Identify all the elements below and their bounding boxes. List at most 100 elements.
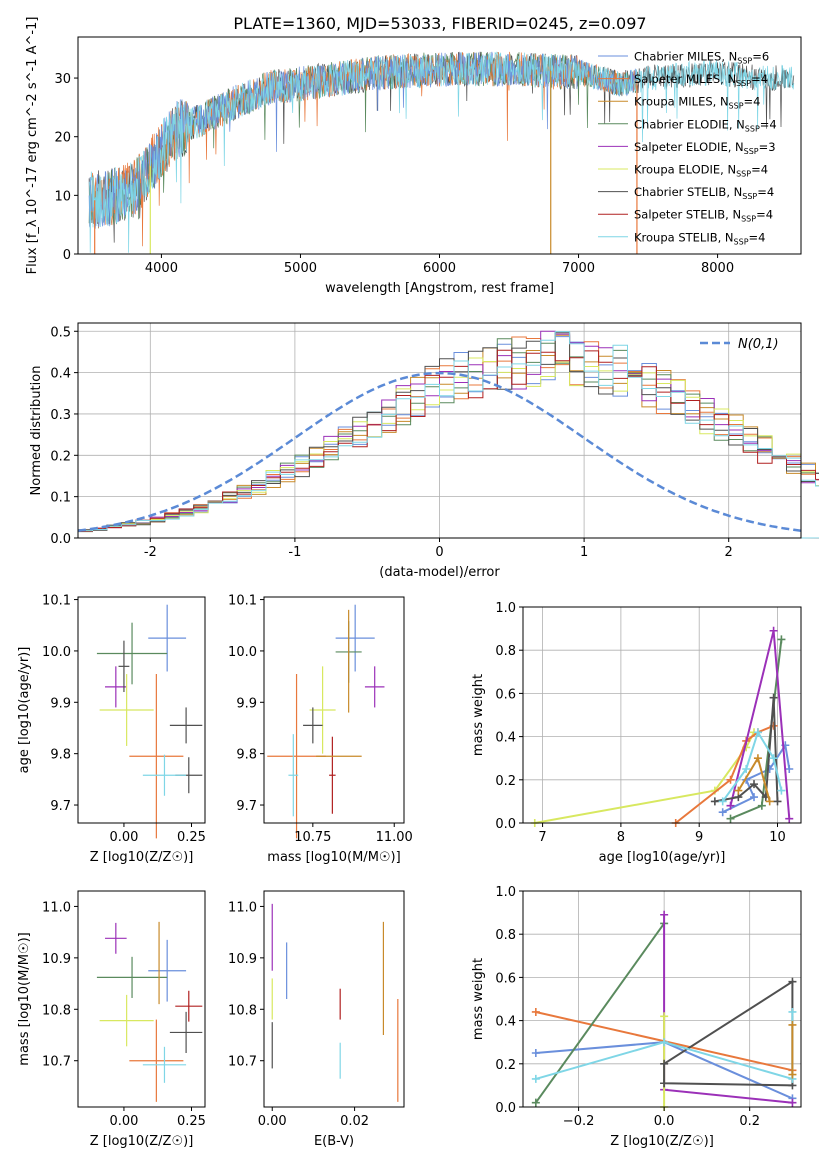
- y-tick-label: 0.8: [495, 928, 516, 943]
- x-tick-label: 8000: [701, 261, 734, 276]
- weight-marker: [660, 1079, 669, 1088]
- weight-marker: [788, 1098, 797, 1107]
- mass_age-frame: [263, 596, 405, 824]
- x-tick-label: 0: [435, 545, 443, 560]
- spectrum-xlabel: wavelength [Angstrom, rest frame]: [325, 281, 554, 296]
- z_mass-frame: [77, 890, 206, 1108]
- z_mass-ylabel: mass [log10(M/M☉)]: [17, 932, 32, 1065]
- y-tick-label: 30: [54, 72, 71, 87]
- x-tick-label: 0.00: [258, 1114, 287, 1129]
- weight-marker: [773, 797, 782, 806]
- y-tick-label: 1.0: [495, 601, 516, 616]
- y-tick-label: 0.0: [495, 1101, 516, 1116]
- y-tick-label: 0.1: [50, 491, 71, 506]
- ebv_mass-frame: [263, 890, 405, 1108]
- y-tick-label: 0.3: [50, 408, 71, 423]
- weight-marker: [785, 765, 794, 773]
- spectrum-ylabel: Flux [f_λ 10^-17 erg cm^-2 s^-1 A^-1]: [25, 17, 40, 275]
- weight-marker: [753, 728, 762, 737]
- weight-marker: [757, 801, 766, 810]
- errorbar-point: [105, 922, 127, 954]
- x-tick-label: 9: [695, 830, 703, 845]
- weight-marker: [660, 1012, 669, 1021]
- residual_hist-frame: [77, 322, 802, 539]
- y-tick-label: 0.5: [50, 325, 71, 340]
- histogram-step: [77, 330, 819, 539]
- figure-title: PLATE=1360, MJD=53033, FIBERID=0245, z=0…: [233, 14, 646, 33]
- errorbar-point: [99, 674, 154, 746]
- errorbar-point: [129, 674, 184, 839]
- y-tick-label: 10.1: [42, 594, 71, 609]
- weight-marker: [726, 775, 735, 784]
- weight-marker: [750, 780, 759, 789]
- y-tick-label: 9.7: [50, 799, 71, 814]
- errorbar-point: [129, 1019, 184, 1102]
- legend-entry: Chabrier MILES, NSSP=6: [634, 50, 769, 66]
- ebv_mass-plot-area: [271, 903, 399, 1102]
- x-tick-label: 7000: [562, 261, 595, 276]
- x-tick-label: 2: [725, 545, 733, 560]
- weight-line: [534, 731, 755, 824]
- y-tick-label: 0.2: [50, 449, 71, 464]
- weight-marker: [769, 693, 778, 702]
- y-tick-label: 0.4: [495, 731, 516, 746]
- x-tick-label: 1: [580, 545, 588, 560]
- z_age-xlabel: Z [log10(Z/Z☉)]: [90, 850, 194, 865]
- weight-marker: [718, 808, 727, 817]
- weight-marker: [750, 793, 759, 802]
- legend-entry: Kroupa STELIB, NSSP=4: [634, 230, 765, 246]
- weight-marker: [753, 754, 762, 763]
- y-tick-label: 10.7: [42, 1055, 71, 1070]
- x-tick-label: 0.00: [109, 830, 138, 845]
- z_mass-plot-area: [96, 921, 203, 1102]
- y-tick-label: 10.7: [228, 1055, 257, 1070]
- weight-line: [534, 922, 665, 1104]
- y-tick-label: 0: [63, 248, 71, 263]
- legend-entry: Kroupa ELODIE, NSSP=4: [634, 163, 768, 179]
- weight-marker: [769, 626, 778, 635]
- legend-entry: Salpeter MILES, NSSP=4: [634, 72, 768, 88]
- y-tick-label: 0.8: [495, 644, 516, 659]
- y-tick-label: 0.2: [495, 774, 516, 789]
- errorbar-point: [148, 604, 187, 672]
- residual_hist-xlabel: (data-model)/error: [379, 565, 500, 580]
- z_age-ylabel: age [log10(age/yr)]: [17, 647, 32, 774]
- y-tick-label: 10.0: [228, 645, 257, 660]
- weight-marker: [531, 1074, 540, 1083]
- residual_hist-ylabel: Normed distribution: [29, 366, 44, 496]
- weight-marker: [788, 1020, 797, 1029]
- y-tick-label: 11.0: [42, 900, 71, 915]
- y-tick-label: 0.2: [495, 1058, 516, 1073]
- z_weight-ylabel: mass weight: [471, 958, 486, 1040]
- age_weight-plot-area: [530, 626, 794, 827]
- weight-marker: [660, 1038, 669, 1047]
- mass_age-xlabel: mass [log10(M/M☉)]: [267, 850, 400, 865]
- y-tick-label: 10.0: [42, 645, 71, 660]
- z_age-plot-area: [96, 604, 203, 839]
- y-tick-label: 1.0: [495, 885, 516, 900]
- weight-line: [663, 914, 793, 1104]
- age_weight-frame: [522, 606, 802, 824]
- legend-entry: Chabrier ELODIE, NSSP=4: [634, 117, 777, 133]
- spectrum-plot-area: [88, 51, 795, 254]
- y-tick-label: 0.4: [495, 1015, 516, 1030]
- legend-entry: Kroupa MILES, NSSP=4: [634, 95, 760, 111]
- x-tick-label: -1: [288, 545, 301, 560]
- weight-marker: [660, 1059, 669, 1068]
- weight-marker: [742, 765, 751, 773]
- spectrum-frame: [77, 36, 802, 255]
- x-tick-label: 0.00: [109, 1114, 138, 1129]
- weight-marker: [777, 786, 786, 795]
- z_mass-xlabel: Z [log10(Z/Z☉)]: [90, 1134, 194, 1149]
- errorbar-point: [118, 640, 130, 693]
- histogram-step: [77, 332, 819, 539]
- x-tick-label: −0.2: [563, 1114, 595, 1129]
- x-tick-label: 0.2: [739, 1114, 760, 1129]
- y-tick-label: 0.4: [50, 367, 71, 382]
- legend-entry: Chabrier STELIB, NSSP=4: [634, 185, 774, 201]
- y-tick-label: 9.8: [236, 748, 257, 763]
- legend-entry: Salpeter ELODIE, NSSP=3: [634, 140, 776, 156]
- x-tick-label: -2: [144, 545, 157, 560]
